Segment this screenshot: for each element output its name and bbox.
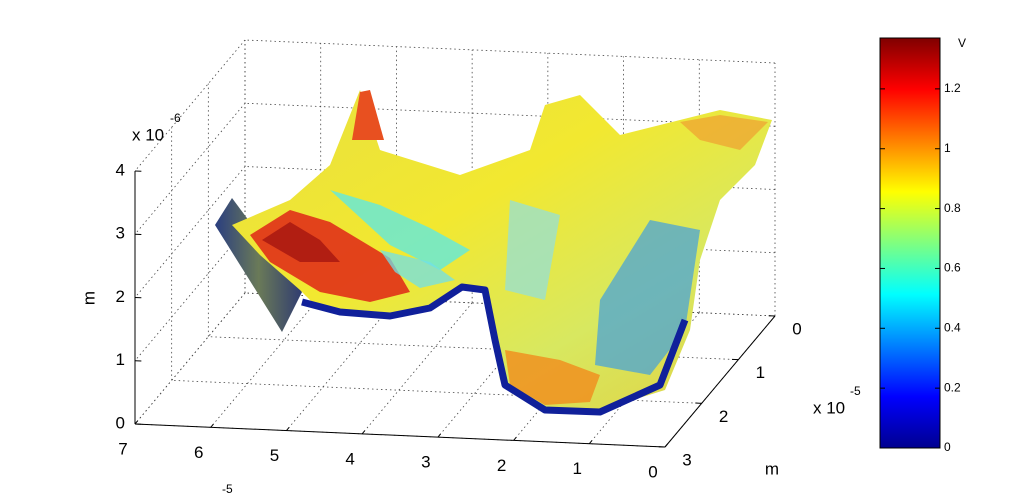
grid-line (244, 102, 776, 127)
y-axis-label: m (765, 459, 779, 478)
x-tick-label: 2 (497, 456, 506, 475)
grid-line (208, 336, 739, 361)
grid-line (134, 292, 246, 425)
z-tick-label: 0 (116, 413, 125, 432)
y-tick-label: 3 (682, 450, 691, 469)
z-tick-label: 4 (116, 160, 125, 179)
x-tick (437, 433, 441, 438)
colorbar: 0 0.2 0.4 0.6 0.8 1 1.2 V (879, 36, 966, 454)
z-tick-label: 1 (116, 350, 125, 369)
y-tick-label: 0 (792, 319, 801, 338)
x-tick-label: 4 (345, 449, 354, 468)
z-axis-label: m (79, 291, 98, 305)
x-tick (513, 436, 517, 441)
surface-cyan-streak (505, 200, 560, 300)
colorbar-label: V (958, 36, 966, 50)
colorbar-gradient (879, 37, 941, 449)
surface-rim (301, 283, 689, 416)
surface-darkred (262, 222, 340, 262)
z-exponent-base: x 10 (132, 125, 164, 144)
colorbar-tick-label: 1 (944, 141, 951, 155)
grid-line (134, 229, 246, 362)
x-tick-label: 6 (194, 443, 203, 462)
colorbar-tick-label: 0.2 (944, 380, 961, 394)
grid-line (134, 102, 246, 235)
colorbar-tick-label: 1.2 (944, 81, 961, 95)
x-tick-label: 5 (270, 446, 279, 465)
surface-wall (215, 198, 302, 332)
grid-line (171, 379, 702, 404)
grid-line (244, 39, 776, 64)
x-tick (286, 426, 290, 431)
y-exponent-base: x 10 (813, 398, 845, 417)
x-tick (664, 443, 669, 448)
colorbar-tick-label: 0.4 (944, 320, 961, 334)
z-tick-label: 2 (116, 287, 125, 306)
z-tick-label: 3 (116, 224, 125, 243)
grid-line (286, 299, 397, 431)
grid-line (134, 166, 246, 298)
x-axis (134, 423, 666, 448)
y-tick-label: 2 (719, 407, 728, 426)
surface-cyan (330, 190, 470, 270)
y-axis (664, 315, 776, 448)
y-exponent-power: -5 (850, 384, 861, 398)
x-tick (361, 430, 366, 435)
x-exponent-power: -5 (222, 482, 233, 496)
x-tick-label: 7 (118, 439, 127, 458)
surface-orange (505, 350, 600, 405)
x-tick-label: 1 (573, 459, 582, 478)
y-tick-label: 1 (756, 363, 765, 382)
x-tick (134, 420, 139, 425)
colorbar-tick-label: 0 (944, 440, 951, 454)
grid-line (210, 296, 322, 428)
surface (215, 90, 772, 416)
x-tick (588, 440, 593, 445)
surface-cyan (380, 250, 455, 288)
colorbar-tick-label: 0.6 (944, 261, 961, 275)
x-tick-label: 3 (421, 453, 430, 472)
surface-peak (352, 90, 384, 140)
x-tick (210, 423, 214, 428)
z-exponent-power: -6 (170, 111, 181, 125)
surface-orange (680, 115, 768, 150)
grid-line (361, 302, 473, 435)
surface-blue-streak (595, 220, 700, 375)
grid-line (437, 305, 549, 438)
colorbar-tick-label: 0.8 (944, 201, 961, 215)
grid-line (134, 39, 246, 172)
x-tick-label: 0 (648, 462, 657, 481)
